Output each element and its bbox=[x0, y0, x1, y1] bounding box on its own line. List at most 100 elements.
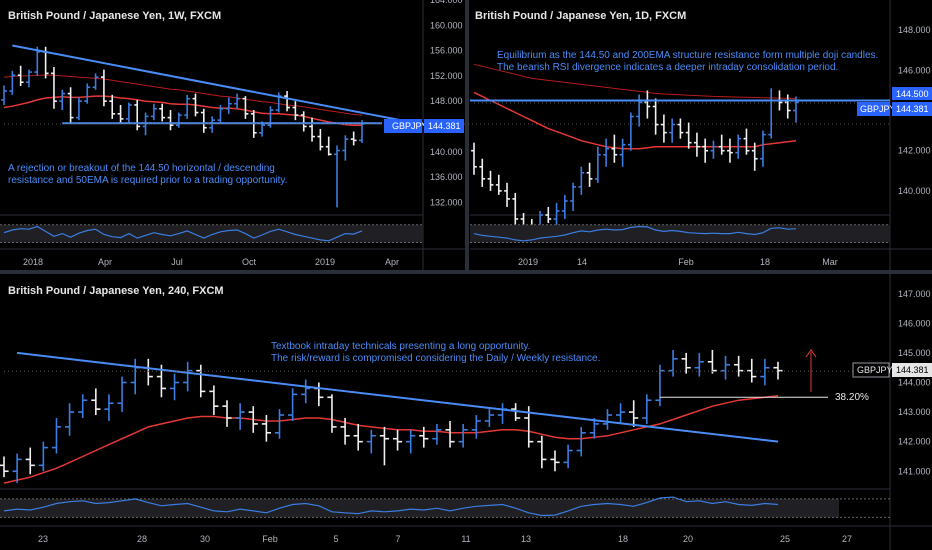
time-tick-label: 2019 bbox=[518, 257, 538, 267]
time-tick-label: Feb bbox=[262, 534, 278, 544]
annotation-4h-line-1: Textbook intraday technicals presenting … bbox=[271, 341, 530, 352]
annotation-weekly-line-1: A rejection or breakout of the 144.50 ho… bbox=[8, 163, 275, 174]
ema200-line-weekly bbox=[3, 74, 363, 116]
rsi-band bbox=[0, 224, 423, 243]
arrow-up-icon bbox=[805, 349, 817, 358]
ema200-line bbox=[473, 63, 797, 99]
time-tick-label: Feb bbox=[678, 257, 694, 267]
candles-weekly bbox=[1, 46, 365, 208]
price-tick-label: 142.000 bbox=[898, 146, 931, 156]
annotation-daily-line-1: Equilibrium as the 144.50 and 200EMA str… bbox=[497, 50, 878, 61]
time-tick-label: 27 bbox=[842, 534, 852, 544]
drawings-daily bbox=[470, 99, 890, 104]
time-tick-label: 28 bbox=[137, 534, 147, 544]
ema50-line bbox=[473, 91, 797, 150]
price-tick-label: 144.000 bbox=[898, 378, 931, 388]
price-tag-daily: 144.500 GBPJPY 144.381 bbox=[857, 87, 932, 116]
price-tick-label: 143.000 bbox=[898, 407, 931, 417]
time-tick-label: 20 bbox=[683, 534, 693, 544]
last-price-label-4h: 144.381 bbox=[896, 365, 929, 375]
descending-trendline bbox=[12, 44, 445, 130]
descending-trendline bbox=[17, 351, 779, 443]
price-tick-label: 142.000 bbox=[898, 437, 931, 447]
symbol-tag-daily bbox=[857, 102, 890, 116]
candles-daily bbox=[471, 88, 799, 240]
time-tick-label: 18 bbox=[618, 534, 628, 544]
price-tick-label: 140.000 bbox=[430, 147, 463, 157]
rsi-line bbox=[3, 496, 779, 517]
rsi-line bbox=[473, 225, 797, 242]
chart-title-daily: British Pound / Japanese Yen, 1D, FXCM bbox=[475, 10, 686, 22]
rsi-band bbox=[0, 498, 839, 518]
ema200-line bbox=[3, 74, 363, 116]
fib-level-label-4h: 38.20% bbox=[835, 392, 869, 403]
chart-title-weekly: British Pound / Japanese Yen, 1W, FXCM bbox=[8, 10, 221, 22]
rsi-line bbox=[3, 225, 363, 242]
time-tick-label: 23 bbox=[38, 534, 48, 544]
time-tick-label: Mar bbox=[822, 257, 838, 267]
time-tick-label: 13 bbox=[521, 534, 531, 544]
time-tick-label: 18 bbox=[760, 257, 770, 267]
price-tick-label: 141.000 bbox=[898, 466, 931, 476]
annotation-4h-line-2: The risk/reward is compromised consideri… bbox=[271, 353, 600, 364]
time-tick-label: 30 bbox=[200, 534, 210, 544]
ema50-line bbox=[3, 395, 779, 484]
time-tick-label: 2018 bbox=[23, 257, 43, 267]
price-tick-label: 148.000 bbox=[430, 96, 463, 106]
price-tick-label: 140.000 bbox=[898, 186, 931, 196]
time-tick-label: Apr bbox=[385, 257, 399, 267]
time-axis-4h: 23 28 30 Feb 5 7 11 13 18 20 25 27 bbox=[38, 534, 852, 544]
time-tick-label: 14 bbox=[577, 257, 587, 267]
ema50-line-weekly bbox=[3, 95, 362, 126]
price-tick-label: 136.000 bbox=[430, 172, 463, 182]
last-price-tag-4h bbox=[892, 363, 932, 377]
chart-title-4h: British Pound / Japanese Yen, 240, FXCM bbox=[8, 285, 224, 297]
drawings-4h bbox=[4, 351, 890, 443]
time-tick-label: 2019 bbox=[315, 257, 335, 267]
last-price-tag-weekly bbox=[424, 119, 464, 133]
time-tick-label: 25 bbox=[780, 534, 790, 544]
price-tick-label: 164.000 bbox=[430, 0, 463, 5]
price-tick-label: 152.000 bbox=[430, 71, 463, 81]
rsi-pane-4h bbox=[0, 496, 890, 518]
time-axis-daily: 2019 14 Feb 18 Mar bbox=[518, 257, 838, 267]
price-tick-label: 148.000 bbox=[898, 25, 931, 35]
symbol-label-weekly: GBPJPY bbox=[392, 121, 428, 131]
candles-4h bbox=[0, 349, 783, 484]
ema50-line bbox=[3, 95, 362, 126]
time-tick-label: Oct bbox=[242, 257, 257, 267]
time-tick-label: 5 bbox=[333, 534, 338, 544]
target-arrow-4h bbox=[805, 349, 817, 392]
last-price-label-weekly: 144.381 bbox=[428, 121, 461, 131]
panel-daily: British Pound / Japanese Yen, 1D, FXCM 1… bbox=[470, 0, 932, 270]
last-price-tag-daily bbox=[892, 102, 932, 116]
price-tag-weekly: GBPJPY 144.381 bbox=[384, 119, 464, 133]
rsi-pane-weekly bbox=[0, 224, 423, 244]
time-tick-label: 11 bbox=[461, 534, 470, 544]
rsi-pane-daily bbox=[470, 224, 890, 244]
price-tick-label: 147.000 bbox=[898, 289, 931, 299]
time-axis-weekly: 2018 Apr Jul Oct 2019 Apr bbox=[23, 257, 399, 267]
price-tick-label: 160.000 bbox=[430, 20, 463, 30]
symbol-label-4h: GBPJPY bbox=[857, 365, 893, 375]
symbol-tag-4h bbox=[852, 362, 890, 378]
ema50-line-daily bbox=[473, 91, 797, 150]
symbol-tag-weekly bbox=[384, 119, 422, 133]
panel-4h: British Pound / Japanese Yen, 240, FXCM … bbox=[0, 274, 932, 550]
price-axis-weekly: 164.000160.000156.000152.000148.000144.0… bbox=[430, 0, 463, 207]
annotation-daily-line-2: The bearish RSI divergence indicates a d… bbox=[497, 62, 838, 73]
price-tick-label: 146.000 bbox=[898, 65, 931, 75]
symbol-label-daily: GBPJPY bbox=[860, 104, 896, 114]
time-tick-label: Jul bbox=[171, 257, 183, 267]
price-tag-4h: GBPJPY 144.381 bbox=[852, 362, 932, 378]
level-price-label-daily: 144.500 bbox=[896, 89, 929, 99]
price-tick-label: 156.000 bbox=[430, 46, 463, 56]
price-tick-label: 146.000 bbox=[898, 318, 931, 328]
ema200-line-daily bbox=[473, 63, 797, 99]
level-price-tag-daily bbox=[892, 87, 932, 100]
panel-weekly: British Pound / Japanese Yen, 1W, FXCM 1… bbox=[0, 0, 890, 270]
price-tick-label: 145.000 bbox=[898, 348, 931, 358]
price-tick-label: 132.000 bbox=[430, 197, 463, 207]
price-axis-4h: 147.000 146.000 145.000 144.000 143.000 142.0… bbox=[898, 289, 931, 477]
